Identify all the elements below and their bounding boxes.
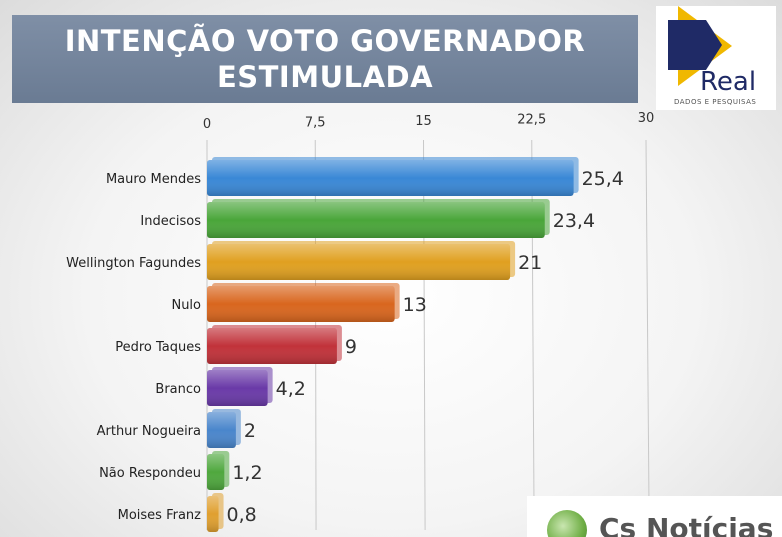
grid-line	[531, 139, 535, 531]
bar-shade	[207, 454, 225, 490]
logo-name: Real	[700, 67, 757, 97]
bar-shade	[207, 370, 268, 406]
bar-shade	[207, 328, 337, 364]
category-label: Wellington Fagundes	[66, 256, 201, 271]
value-label: 1,2	[232, 462, 262, 484]
bar	[207, 409, 241, 448]
value-label: 13	[403, 294, 427, 316]
x-tick-label: 7,5	[305, 116, 326, 131]
source-watermark: Cs Notícias	[527, 496, 782, 537]
value-label: 23,4	[553, 210, 595, 232]
bar	[207, 493, 224, 532]
value-labels: 25,4 23,4 21 13 9 4,2 2 1,2 0,8	[227, 168, 624, 526]
value-label: 21	[518, 252, 542, 274]
category-label: Nulo	[171, 298, 201, 313]
bar	[207, 367, 273, 406]
play-arrow-logo-icon	[668, 6, 732, 86]
value-label: 4,2	[276, 378, 306, 400]
x-tick-label: 30	[638, 111, 655, 126]
source-text: Cs Notícias	[599, 512, 774, 537]
bar-shade	[207, 244, 511, 280]
category-label: Pedro Taques	[115, 340, 201, 355]
x-tick-label: 22,5	[517, 113, 546, 128]
real-logo: Real DADOS E PESQUISAS	[656, 6, 776, 110]
grid-line	[423, 139, 426, 531]
value-label: 2	[244, 420, 256, 442]
category-label: Moises Franz	[118, 508, 202, 523]
category-label: Branco	[155, 382, 201, 397]
value-label: 25,4	[582, 168, 624, 190]
category-label: Mauro Mendes	[106, 172, 201, 187]
bar-shade	[207, 160, 574, 196]
logo-subtitle: DADOS E PESQUISAS	[674, 98, 757, 106]
bar-shade	[207, 412, 236, 448]
title-line-1: INTENÇÃO VOTO GOVERNADOR	[64, 24, 586, 58]
bar	[207, 283, 400, 322]
bar-shade	[207, 496, 219, 532]
value-label: 0,8	[227, 504, 257, 526]
grid-line	[645, 139, 650, 531]
category-label: Indecisos	[140, 214, 201, 229]
bar	[207, 325, 342, 364]
bar	[207, 157, 579, 196]
bar	[207, 451, 230, 490]
bar-shade	[207, 202, 545, 238]
x-tick-label: 15	[415, 114, 432, 129]
bar	[207, 199, 550, 238]
x-tick-labels: 0 7,5 15 22,5 30	[203, 111, 654, 132]
category-label: Não Respondeu	[99, 466, 201, 481]
x-tick-label: 0	[203, 117, 211, 132]
bar-shade	[207, 286, 395, 322]
globe-leaf-icon	[547, 510, 587, 537]
title-banner: INTENÇÃO VOTO GOVERNADOR ESTIMULADA	[12, 15, 638, 103]
title-line-2: ESTIMULADA	[216, 60, 434, 94]
category-label: Arthur Nogueira	[97, 424, 201, 439]
bar	[207, 241, 516, 280]
value-label: 9	[345, 336, 357, 358]
category-labels: Mauro Mendes Indecisos Wellington Fagundes…	[66, 172, 201, 523]
bars	[207, 157, 579, 532]
